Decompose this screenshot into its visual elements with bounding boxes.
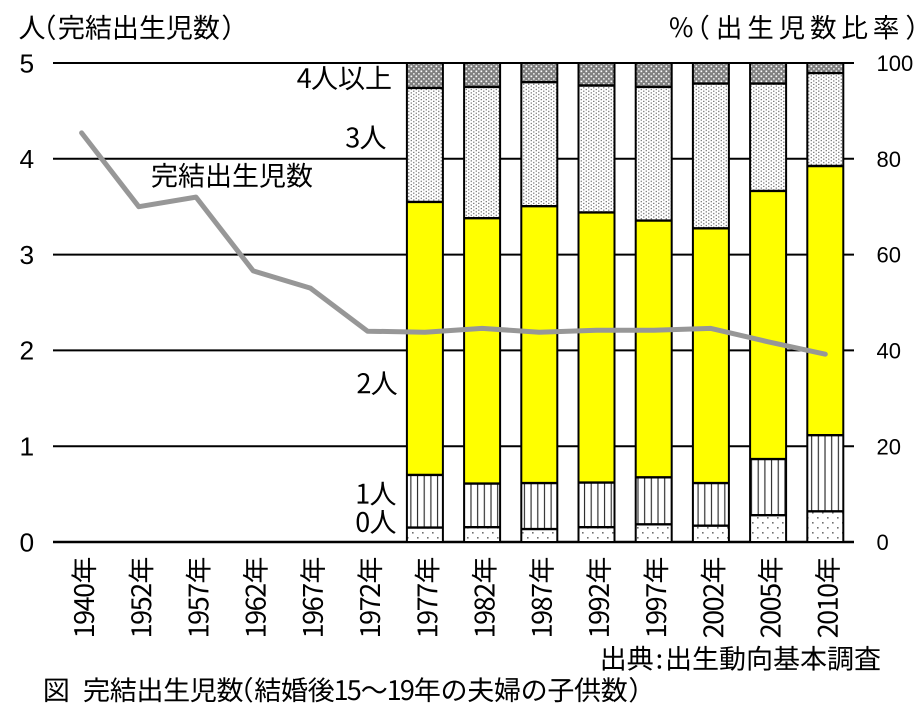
svg-text:0: 0 [20,527,35,557]
svg-text:40: 40 [877,339,901,364]
svg-text:20: 20 [877,434,901,459]
svg-text:4: 4 [20,144,35,174]
svg-text:0: 0 [877,530,889,555]
svg-text:1: 1 [20,432,35,462]
svg-text:2: 2 [20,336,35,366]
svg-text:3: 3 [20,240,35,270]
svg-text:60: 60 [877,243,901,268]
svg-text:80: 80 [877,147,901,172]
svg-text:5: 5 [20,48,35,78]
svg-text:100: 100 [877,51,914,76]
